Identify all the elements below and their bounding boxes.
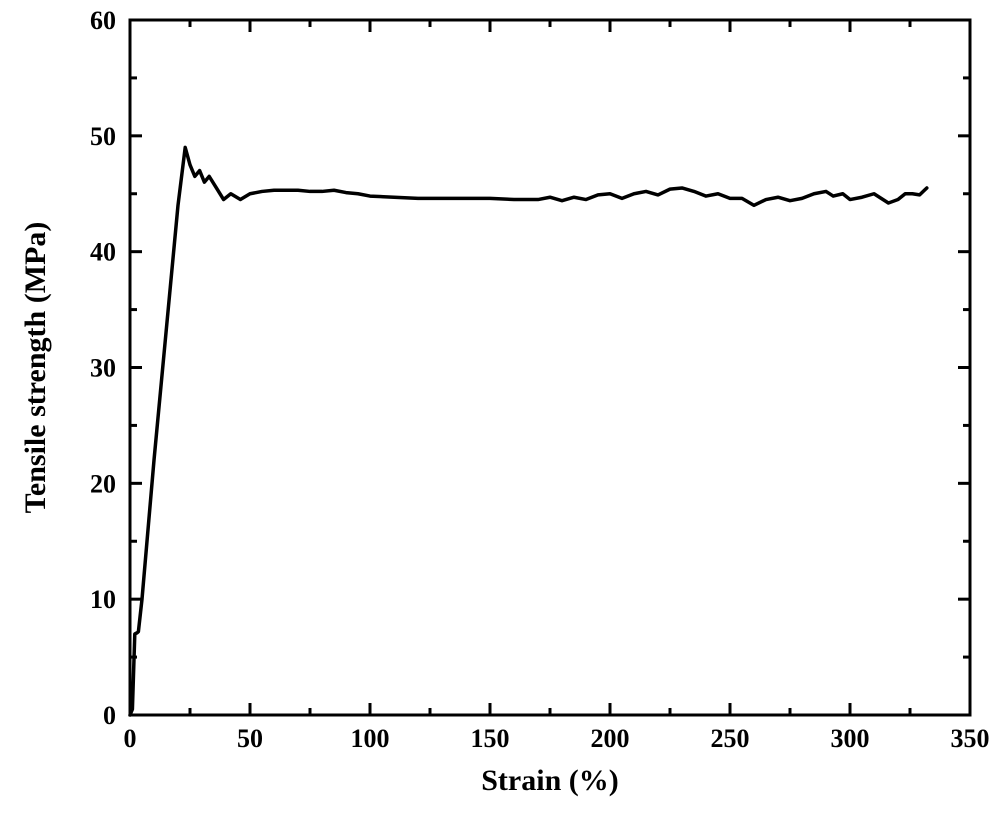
y-tick-label: 60 xyxy=(90,6,116,35)
x-tick-label: 200 xyxy=(591,724,630,753)
x-tick-label: 0 xyxy=(124,724,137,753)
x-tick-label: 300 xyxy=(831,724,870,753)
y-tick-label: 20 xyxy=(90,469,116,498)
x-axis-title: Strain (%) xyxy=(481,764,619,797)
y-tick-label: 10 xyxy=(90,585,116,614)
y-axis-title: Tensile strength (MPa) xyxy=(19,222,52,514)
y-tick-label: 50 xyxy=(90,122,116,151)
x-tick-label: 100 xyxy=(351,724,390,753)
y-tick-label: 40 xyxy=(90,238,116,267)
y-tick-label: 30 xyxy=(90,354,116,383)
chart-svg: 0 50 100 150 200 250 300 350 0 10 20 30 40 50 60 Strain… xyxy=(0,0,1000,817)
x-tick-label: 150 xyxy=(471,724,510,753)
stress-strain-curve xyxy=(130,147,927,715)
x-tick-label: 50 xyxy=(237,724,263,753)
plot-border xyxy=(130,20,970,715)
y-tick-label: 0 xyxy=(103,701,116,730)
x-tick-label: 250 xyxy=(711,724,750,753)
stress-strain-chart: 0 50 100 150 200 250 300 350 0 10 20 30 40 50 60 Strain… xyxy=(0,0,1000,817)
x-tick-label: 350 xyxy=(951,724,990,753)
